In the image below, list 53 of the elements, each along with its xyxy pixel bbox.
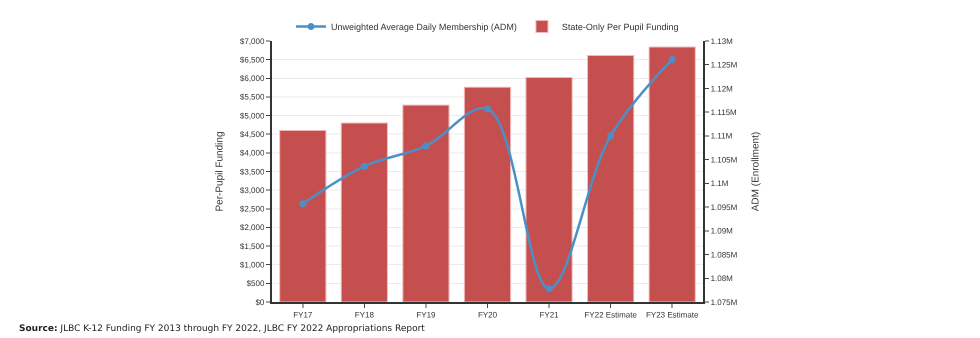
bar xyxy=(340,122,388,302)
y2-tick-label: 1.085M xyxy=(710,250,738,260)
y2-tick-label: 1.095M xyxy=(710,202,738,212)
y-tick-label: $5,000 xyxy=(240,111,265,120)
point xyxy=(546,285,553,292)
point xyxy=(484,105,491,112)
y-tick-label: $1,500 xyxy=(240,242,265,251)
y-tick-label: $0 xyxy=(255,298,265,307)
y2-tick-label: 1.105M xyxy=(710,155,738,164)
point xyxy=(422,142,430,150)
y2-tick-label: 1.075M xyxy=(710,298,738,307)
source-note: Source: JLBC K-12 Funding FY 2013 through FY 2022, JLBC FY 2022 Appropriations Report xyxy=(19,324,426,334)
y-axis-title: Per-Pupil Funding xyxy=(214,131,226,212)
y2-tick-label: 1.08M xyxy=(710,274,734,284)
y-tick-label: $2,500 xyxy=(240,204,265,214)
y2-tick-label: 1.12M xyxy=(710,84,734,94)
y-tick-label: $3,500 xyxy=(240,167,265,176)
bar xyxy=(464,86,512,302)
y2-axis-title: ADM (Enrollment) xyxy=(750,132,762,212)
y2-tick-label: 1.1M xyxy=(710,179,729,188)
legend-label: State-Only Per Pupil Funding xyxy=(562,22,678,32)
y-tick-label: $4,000 xyxy=(240,148,265,158)
bar xyxy=(279,130,326,302)
bar xyxy=(525,77,573,302)
bar xyxy=(402,104,450,302)
x-tick-label: FY23 Estimate xyxy=(646,310,699,320)
x-tick-label: FY19 xyxy=(416,310,436,320)
y-tick-label: $2,000 xyxy=(240,223,265,232)
legend-label: Unweighted Average Daily Membership (ADM) xyxy=(331,22,517,32)
point xyxy=(360,162,368,170)
x-tick-label: FY17 xyxy=(293,310,313,320)
y2-tick-label: 1.09M xyxy=(710,226,734,236)
y2-tick-label: 1.125M xyxy=(710,60,738,70)
bar xyxy=(648,46,696,302)
y-tick-label: $500 xyxy=(246,279,265,288)
x-tick-label: FY21 xyxy=(540,310,560,320)
y2-tick-label: 1.11M xyxy=(710,132,733,141)
y2-tick-label: 1.115M xyxy=(710,108,738,117)
x-tick-label: FY20 xyxy=(478,310,498,320)
point xyxy=(607,132,614,140)
y-tick-label: $6,500 xyxy=(240,55,265,64)
y-tick-label: $6,000 xyxy=(240,74,265,84)
y2-tick-label: 1.13M xyxy=(710,36,734,46)
y-tick-label: $4,500 xyxy=(240,130,265,140)
x-tick-label: FY22 Estimate xyxy=(584,310,638,320)
bar xyxy=(587,55,634,302)
y-tick-label: $1,000 xyxy=(240,260,265,270)
point xyxy=(299,200,306,208)
y-tick-label: $3,000 xyxy=(240,186,265,195)
x-tick-label: FY18 xyxy=(354,310,374,320)
y-tick-label: $5,500 xyxy=(240,92,265,102)
y-tick-label: $7,000 xyxy=(240,36,265,46)
point xyxy=(668,56,676,64)
